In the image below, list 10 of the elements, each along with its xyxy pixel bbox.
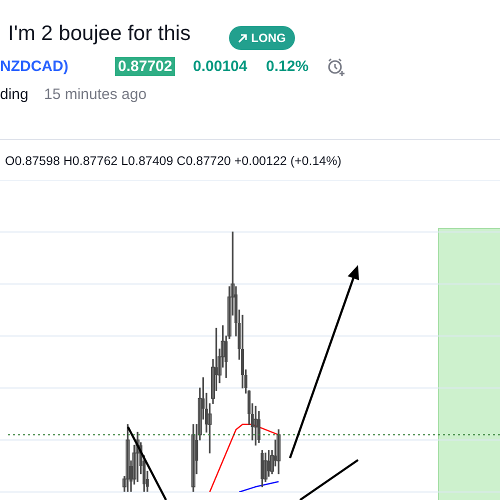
text: LONG xyxy=(251,31,286,45)
text: O0.87598 H0.87762 L0.87409 C0.87720 +0.00122 (+0.14%) xyxy=(5,154,342,168)
text: 0.12% xyxy=(266,58,309,75)
chart-title: I'm 2 boujee for this xyxy=(8,22,191,46)
candlestick xyxy=(136,432,140,482)
text: 0.00104 xyxy=(193,58,248,75)
text: ding xyxy=(0,86,28,103)
text: 0.87702 xyxy=(115,57,176,76)
text: NZDCAD) xyxy=(0,58,68,75)
text: 15 minutes ago xyxy=(44,86,147,103)
